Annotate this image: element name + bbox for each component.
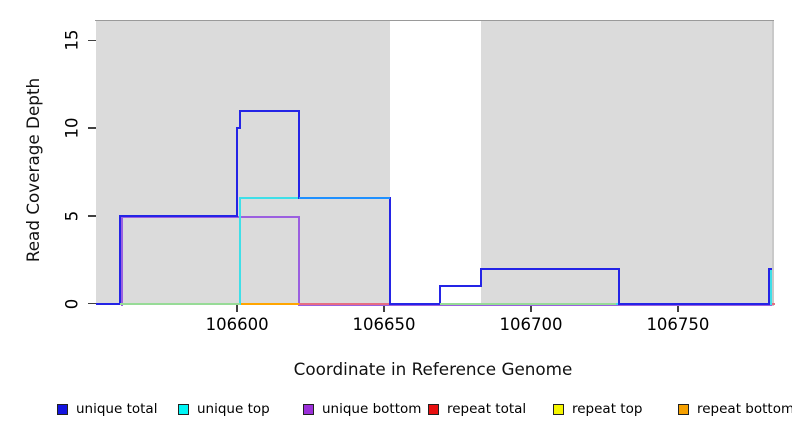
series-unique-total-segment (618, 267, 621, 305)
x-tick-label: 106600 (205, 315, 269, 334)
legend-item-repeat-top: repeat top (553, 401, 642, 417)
shaded-region (481, 21, 772, 304)
y-tick-label: 15 (62, 29, 82, 51)
series-unique-total-segment (769, 267, 772, 270)
series-unique-total-segment (118, 214, 121, 305)
overlap-patch (298, 197, 390, 200)
series-unique-bottom-segment (122, 216, 299, 219)
shaded-region (96, 21, 390, 304)
x-axis-tick (236, 305, 238, 312)
legend-label: repeat bottom (697, 401, 792, 417)
series-unique-total-segment (480, 267, 483, 288)
series-unique-total-segment (438, 285, 441, 305)
y-axis-tick (88, 39, 96, 42)
series-repeat-total-segment (769, 302, 775, 305)
series-unique-top-segment (769, 267, 772, 305)
y-axis-tick (88, 302, 96, 305)
series-unique-total-segment (388, 197, 391, 305)
legend-swatch-icon (57, 403, 68, 415)
x-axis-tick (530, 305, 532, 312)
y-tick-label: 0 (62, 298, 82, 309)
x-tick-label: 106750 (646, 315, 710, 334)
x-axis-tick (677, 305, 679, 312)
series-unique-total-segment (297, 109, 300, 200)
series-unique-bottom-segment (297, 216, 300, 306)
y-tick-label: 5 (62, 210, 82, 222)
legend-swatch-icon (303, 403, 314, 415)
x-tick-label: 106700 (499, 315, 563, 334)
series-unique-bottom-segment (298, 303, 772, 306)
y-axis-title: Read Coverage Depth (23, 77, 43, 263)
series-unique-total-segment (389, 302, 440, 305)
series-unique-bottom-segment (121, 216, 124, 306)
y-axis-tick (88, 215, 96, 217)
legend-item-unique-total: unique total (57, 401, 157, 417)
legend-label: repeat total (447, 401, 527, 417)
legend-label: unique top (197, 401, 270, 417)
series-unique-total-segment (619, 302, 770, 305)
series-unique-total-segment (768, 267, 771, 305)
legend-item-unique-top: unique top (178, 401, 270, 417)
series-unique-total-segment (119, 214, 238, 217)
y-tick-label: 10 (62, 117, 82, 139)
legend-swatch-icon (678, 403, 689, 415)
legend-item-unique-bottom: unique bottom (303, 401, 421, 417)
series-unique-total-segment (236, 127, 239, 217)
x-axis-tick (383, 305, 385, 312)
legend-label: repeat top (572, 401, 643, 417)
legend-item-repeat-total: repeat total (428, 401, 526, 417)
legend-swatch-icon (178, 403, 189, 415)
series-unique-total-segment (481, 267, 620, 270)
y-axis-tick (88, 127, 96, 129)
legend-label: unique total (76, 401, 158, 417)
series-unique-total-segment (96, 302, 120, 305)
plot-right-shadow (771, 21, 774, 306)
legend-label: unique bottom (322, 401, 422, 417)
series-repeat-bottom-segment (240, 302, 299, 305)
series-unique-top-segment (239, 197, 242, 305)
x-axis-title: Coordinate in Reference Genome (293, 359, 573, 379)
legend-swatch-icon (553, 403, 564, 415)
overlap-patch (119, 302, 240, 305)
series-unique-total-segment (239, 109, 242, 130)
x-tick-label: 106650 (352, 315, 416, 334)
overlap-patch (439, 302, 617, 305)
legend-item-repeat-bottom: repeat bottom (678, 401, 792, 417)
series-unique-total-segment (237, 127, 241, 130)
plot-top-border (95, 19, 774, 22)
legend-swatch-icon (428, 403, 439, 415)
series-unique-total-segment (240, 109, 299, 112)
series-unique-total-segment (439, 285, 482, 288)
